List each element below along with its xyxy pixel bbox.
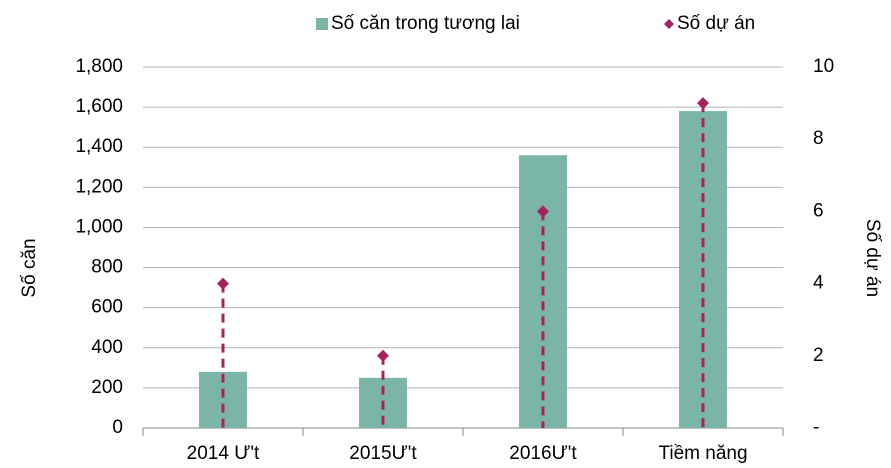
y-tick-label: 1,400 [75, 136, 123, 157]
marker [697, 97, 709, 110]
marker [377, 349, 389, 362]
marker [217, 277, 229, 290]
y-tick-label: 1,000 [75, 216, 123, 237]
y2-tick-label: 6 [813, 200, 824, 221]
y2-tick-label: 10 [813, 56, 834, 77]
y2-tick-label: 8 [813, 128, 824, 149]
legend-swatch [664, 19, 674, 29]
y-tick-label: 200 [91, 377, 123, 398]
legend-swatch [316, 18, 328, 30]
y2-axis-label: Số dự án [862, 219, 883, 297]
x-tick-label: 2016Ư't [509, 443, 577, 464]
y-tick-label: 800 [91, 257, 123, 278]
y-tick-label: 1,200 [75, 176, 123, 197]
y2-tick-label: - [813, 417, 819, 438]
x-tick-label: 2015Ư't [349, 443, 417, 464]
y2-tick-label: 2 [813, 345, 824, 366]
x-tick-label: 2014 Ư't [187, 443, 260, 464]
legend-label: Số dự án [677, 13, 755, 34]
y-tick-label: 1,800 [75, 56, 123, 77]
legend-label: Số căn trong tương lai [331, 13, 520, 34]
marker [537, 205, 549, 218]
y-tick-label: 600 [91, 297, 123, 318]
y2-tick-label: 4 [813, 273, 824, 294]
y-tick-label: 400 [91, 337, 123, 358]
y-axis-label: Số căn [19, 238, 40, 297]
y-tick-label: 1,600 [75, 96, 123, 117]
x-tick-label: Tiềm năng [658, 443, 747, 464]
y-tick-label: 0 [112, 417, 123, 438]
